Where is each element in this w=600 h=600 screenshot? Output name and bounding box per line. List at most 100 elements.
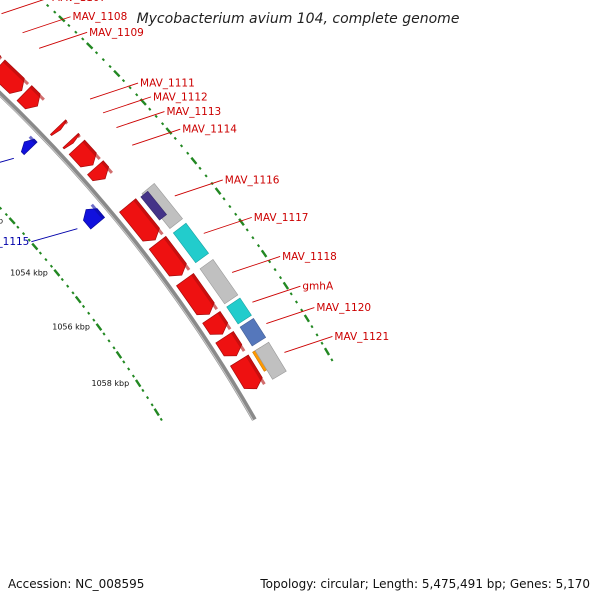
leader-line — [231, 256, 281, 273]
minor-tick — [278, 276, 283, 280]
major-tick — [260, 249, 268, 258]
gene-label[interactable]: MAV_1113 — [166, 106, 221, 118]
gene-arrow-gmha[interactable] — [202, 310, 229, 335]
minor-tick — [21, 232, 26, 236]
major-tick — [214, 187, 222, 196]
gene-shade — [163, 236, 191, 271]
feature-7[interactable] — [239, 317, 267, 347]
gene-shade — [2, 60, 30, 86]
gene-arrow-mav_1112[interactable] — [62, 132, 80, 150]
gene-label[interactable]: MAV_1109 — [89, 27, 144, 39]
feature-6[interactable] — [226, 297, 252, 325]
gene-label[interactable]: MAV_1111 — [140, 78, 195, 90]
gene-shade — [76, 133, 81, 139]
leader-line — [0, 157, 14, 163]
minor-tick — [310, 324, 314, 329]
feature-track — [140, 183, 287, 380]
leader-line — [266, 307, 315, 325]
gene-shade — [82, 140, 101, 160]
minor-tick — [251, 236, 255, 240]
minor-tick — [148, 107, 152, 111]
gene-label[interactable]: MAV_1118 — [282, 251, 337, 263]
minor-tick — [81, 304, 86, 309]
minor-tick — [127, 367, 131, 371]
gene-arrow-mav_1110[interactable] — [20, 138, 38, 156]
gene-arrow-mav_1117[interactable] — [148, 235, 187, 277]
accession-text: Accession: NC_008595 — [8, 577, 145, 591]
leader-line — [102, 96, 152, 114]
minor-tick — [128, 86, 132, 90]
minor-tick — [146, 396, 150, 400]
major-tick — [58, 15, 66, 23]
major-tick — [190, 156, 198, 165]
minor-tick — [102, 332, 106, 336]
gene-shade — [29, 85, 45, 101]
leader-line — [116, 111, 165, 128]
minor-tick — [81, 37, 85, 41]
minor-tick — [268, 259, 272, 264]
minor-tick — [87, 311, 91, 315]
leader-line — [1, 0, 44, 15]
minor-tick — [92, 318, 96, 322]
outer-tick-track — [40, 0, 334, 362]
genome-backbone-highlight — [0, 95, 254, 421]
gene-shade — [133, 198, 164, 236]
gene-label[interactable]: MAV_1107 — [52, 0, 107, 4]
major-tick — [85, 42, 94, 50]
gene-label[interactable]: gmhA — [302, 281, 334, 293]
major-tick — [134, 379, 142, 388]
minor-tick — [320, 341, 324, 345]
gene-label[interactable]: MAV_1112 — [153, 91, 208, 103]
gene-arrow-mav_1118[interactable] — [176, 272, 215, 316]
minor-tick — [112, 346, 116, 350]
gene-label[interactable]: MAV_1114 — [182, 124, 237, 136]
gene-label[interactable]: MAV_1108 — [73, 11, 128, 23]
gene-label[interactable]: MAV_1120 — [316, 302, 371, 314]
minor-tick — [273, 267, 277, 272]
gene-shade — [230, 331, 246, 352]
gene-arrow-mav_1114[interactable] — [87, 160, 110, 182]
major-tick — [303, 314, 310, 323]
map-title: Mycobacterium avium 104, complete genome — [137, 11, 460, 27]
major-tick — [8, 217, 16, 225]
major-tick — [31, 242, 39, 251]
minor-tick — [108, 64, 112, 69]
major-tick — [95, 323, 103, 331]
minor-tick — [27, 238, 31, 242]
gene-label[interactable]: MAV_1117 — [254, 212, 309, 224]
gene-arrow-mav_1113[interactable] — [68, 139, 97, 168]
gene-arrow-mav_1111[interactable] — [49, 119, 68, 137]
scale-label: 1054 kbp — [10, 268, 48, 277]
minor-tick — [67, 23, 71, 28]
feature-3[interactable] — [140, 190, 167, 221]
scale-label: 1058 kbp — [91, 379, 129, 388]
minor-tick — [122, 360, 126, 364]
feature-9[interactable] — [254, 341, 287, 380]
major-tick — [238, 218, 245, 227]
minor-tick — [300, 308, 304, 312]
minor-tick — [38, 251, 43, 255]
gene-arrow-mav_1121[interactable] — [230, 354, 263, 390]
gene-track — [0, 54, 266, 390]
gene-shade — [0, 55, 3, 60]
gene-label[interactable]: MAV_1115 — [0, 236, 29, 248]
minor-tick — [179, 144, 184, 148]
feature-5[interactable] — [199, 258, 239, 305]
leader-line — [174, 179, 223, 197]
gene-arrow-mav_1109[interactable] — [0, 59, 25, 94]
gene-arrow-mav_1116[interactable] — [119, 198, 160, 242]
minor-tick — [198, 166, 202, 170]
minor-tick — [141, 388, 145, 393]
minor-tick — [121, 78, 126, 83]
minor-tick — [315, 333, 319, 337]
major-tick — [282, 281, 290, 290]
minor-tick — [159, 417, 163, 422]
gene-label[interactable]: MAV_1116 — [225, 174, 280, 186]
minor-tick — [0, 206, 3, 210]
feature-4[interactable] — [172, 222, 210, 264]
gene-arrow-mav_1115[interactable] — [83, 208, 106, 230]
leader-line — [38, 31, 88, 49]
gene-label[interactable]: MAV_1121 — [334, 331, 389, 343]
